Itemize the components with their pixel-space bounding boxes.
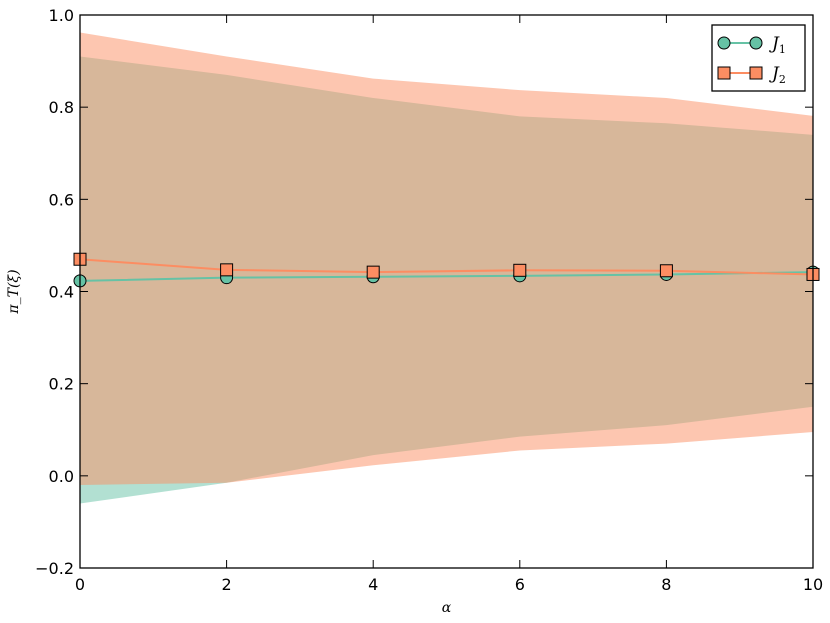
x-tick-label: 10: [803, 575, 823, 594]
legend-marker-J2: [717, 66, 731, 80]
marker-J2: [659, 264, 673, 278]
x-tick-label: 2: [222, 575, 232, 594]
x-axis-label: α: [442, 600, 452, 616]
series-lines: [80, 258, 813, 282]
y-axis-label: π_T(ξ): [6, 269, 22, 314]
x-tick-label: 6: [515, 575, 525, 594]
confidence-bands: [80, 32, 813, 504]
axis-ticks: [79, 14, 814, 569]
line-J1: [80, 271, 813, 282]
y-tick-label: 0.8: [49, 98, 74, 117]
tick-labels: 0 2 4 6 8 10 −0.2 0.0 0.2 0.4 0.6 0.8 1.0: [35, 6, 823, 594]
marker-J2: [366, 265, 380, 279]
marker-J2: [513, 263, 527, 277]
x-tick-label: 0: [75, 575, 85, 594]
y-tick-label: 0.2: [49, 375, 74, 394]
legend-box: [711, 24, 806, 92]
y-tick-label: 1.0: [49, 6, 74, 25]
legend-marker-J1: [749, 36, 763, 50]
y-tick-label: 0.0: [49, 467, 74, 486]
band-J2: [80, 32, 813, 486]
marker-J2: [220, 263, 234, 277]
x-tick-label: 8: [661, 575, 671, 594]
x-tick-label: 4: [368, 575, 378, 594]
y-tick-label: 0.4: [49, 283, 74, 302]
legend-marker-J2: [749, 66, 763, 80]
y-tick-label: 0.6: [49, 190, 74, 209]
y-tick-label: −0.2: [35, 559, 74, 578]
legend-marker-J1: [717, 36, 731, 50]
line-J2: [80, 258, 813, 276]
